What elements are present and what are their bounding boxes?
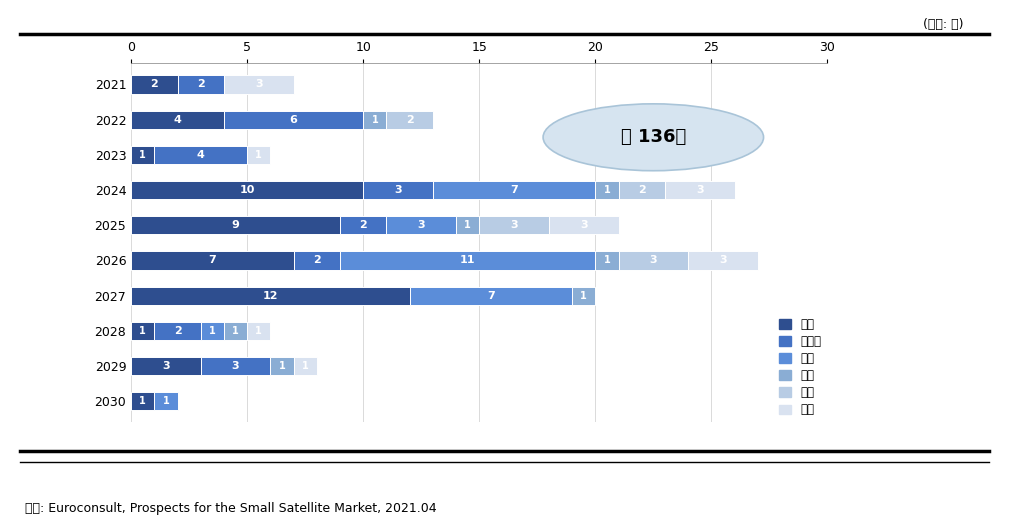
Bar xyxy=(619,251,688,270)
Bar xyxy=(131,146,154,164)
Bar xyxy=(294,251,340,270)
Bar xyxy=(549,216,619,234)
Bar xyxy=(178,76,224,93)
Text: 1: 1 xyxy=(603,256,610,266)
Bar xyxy=(619,181,665,199)
Bar xyxy=(131,357,201,375)
Bar xyxy=(224,110,363,129)
Bar xyxy=(131,110,224,129)
Bar xyxy=(294,357,317,375)
Legend: 미국, 러시아, 유럽, 일본, 인도, 호주: 미국, 러시아, 유럽, 일본, 인도, 호주 xyxy=(779,318,821,417)
Bar xyxy=(363,181,433,199)
Bar xyxy=(410,287,572,305)
Bar xyxy=(688,251,758,270)
Text: 1: 1 xyxy=(580,291,587,300)
Text: 1: 1 xyxy=(232,326,239,336)
Bar xyxy=(154,146,247,164)
Text: 3: 3 xyxy=(580,220,587,230)
Text: (단위: 기): (단위: 기) xyxy=(923,18,964,32)
Text: 12: 12 xyxy=(262,291,278,300)
Bar xyxy=(224,322,247,340)
Bar xyxy=(247,322,270,340)
Text: 2: 2 xyxy=(313,256,321,266)
Bar xyxy=(247,146,270,164)
Bar xyxy=(270,357,294,375)
Bar xyxy=(131,76,178,93)
Text: 1: 1 xyxy=(209,326,216,336)
Bar xyxy=(131,322,154,340)
Bar xyxy=(595,251,619,270)
Bar xyxy=(154,392,178,410)
Bar xyxy=(131,216,340,234)
Text: 2: 2 xyxy=(174,326,182,336)
Text: 3: 3 xyxy=(719,256,726,266)
Text: 10: 10 xyxy=(239,185,255,195)
Text: 1: 1 xyxy=(255,150,262,160)
Bar xyxy=(131,287,410,305)
Text: 2: 2 xyxy=(150,80,158,89)
Ellipse shape xyxy=(543,104,764,171)
Text: 1: 1 xyxy=(162,397,170,406)
Text: 1: 1 xyxy=(139,150,146,160)
Text: 6: 6 xyxy=(290,115,298,125)
Bar xyxy=(572,287,595,305)
Bar xyxy=(363,110,386,129)
Bar xyxy=(665,181,735,199)
Text: 3: 3 xyxy=(418,220,425,230)
Bar xyxy=(131,181,363,199)
Text: 1: 1 xyxy=(278,361,286,371)
Text: 1: 1 xyxy=(464,220,471,230)
Text: 2: 2 xyxy=(638,185,646,195)
Text: 4: 4 xyxy=(174,115,182,125)
Text: 4: 4 xyxy=(197,150,205,160)
Text: 7: 7 xyxy=(511,185,518,195)
Bar xyxy=(340,251,595,270)
Text: 3: 3 xyxy=(255,80,262,89)
Text: 3: 3 xyxy=(696,185,703,195)
Text: 1: 1 xyxy=(302,361,309,371)
Text: 3: 3 xyxy=(650,256,657,266)
Text: 1: 1 xyxy=(603,185,610,195)
Text: 3: 3 xyxy=(232,361,239,371)
Bar xyxy=(201,322,224,340)
Text: 1: 1 xyxy=(371,115,378,125)
Text: 7: 7 xyxy=(209,256,216,266)
Text: 3: 3 xyxy=(511,220,518,230)
Text: 1: 1 xyxy=(139,326,146,336)
Bar xyxy=(154,322,201,340)
Bar xyxy=(131,251,294,270)
Text: 11: 11 xyxy=(460,256,475,266)
Text: 2: 2 xyxy=(406,115,414,125)
Text: 2: 2 xyxy=(359,220,367,230)
Bar xyxy=(479,216,549,234)
Text: 1: 1 xyxy=(139,397,146,406)
Text: 2: 2 xyxy=(197,80,205,89)
Text: 자료: Euroconsult, Prospects for the Small Satellite Market, 2021.04: 자료: Euroconsult, Prospects for the Small… xyxy=(25,502,437,515)
Bar xyxy=(386,216,456,234)
Bar xyxy=(201,357,270,375)
Bar xyxy=(224,76,294,93)
Bar xyxy=(340,216,386,234)
Bar xyxy=(386,110,433,129)
Text: 3: 3 xyxy=(395,185,402,195)
Bar xyxy=(433,181,595,199)
Bar xyxy=(595,181,619,199)
Text: 7: 7 xyxy=(487,291,494,300)
Text: 9: 9 xyxy=(232,220,239,230)
Text: 총 136기: 총 136기 xyxy=(621,128,686,146)
Bar xyxy=(131,392,154,410)
Text: 3: 3 xyxy=(162,361,170,371)
Bar xyxy=(456,216,479,234)
Text: 1: 1 xyxy=(255,326,262,336)
